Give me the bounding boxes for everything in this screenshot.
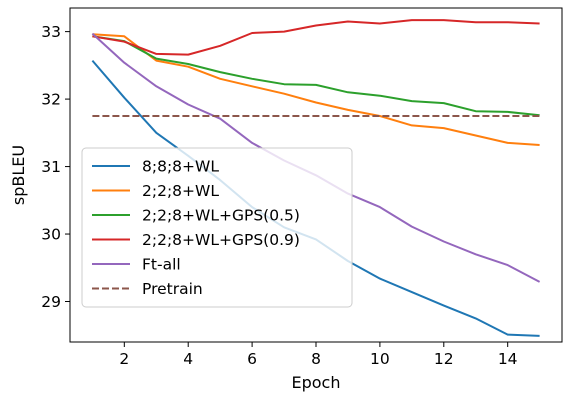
- y-tick-label: 30: [41, 226, 61, 244]
- legend-label-0: 8;8;8+WL: [142, 158, 219, 176]
- legend-label-1: 2;2;8+WL: [142, 182, 219, 200]
- legend-box: [81, 147, 353, 308]
- x-tick-label: 14: [498, 350, 518, 368]
- legend-label-5: Pretrain: [142, 280, 203, 298]
- legend-label-3: 2;2;8+WL+GPS(0.9): [142, 231, 300, 249]
- y-tick-label: 29: [41, 293, 61, 311]
- x-axis-ticks: 2 4 6 8 10 12 14: [119, 342, 518, 368]
- x-tick-label: 6: [247, 350, 257, 368]
- x-tick-label: 2: [119, 350, 129, 368]
- x-tick-label: 10: [370, 350, 390, 368]
- legend-label-4: Ft-all: [142, 256, 181, 274]
- series-line-1: [92, 33, 540, 146]
- legend-label-2: 2;2;8+WL+GPS(0.5): [142, 207, 300, 225]
- series-line-2: [92, 35, 540, 117]
- y-axis-label: spBLEU: [9, 145, 28, 205]
- x-tick-label: 12: [434, 350, 454, 368]
- legend: 8;8;8+WL 2;2;8+WL 2;2;8+WL+GPS(0.5) 2;2;8+W…: [81, 147, 353, 308]
- y-axis-ticks: 29 30 31 32 33: [41, 23, 70, 311]
- y-tick-label: 33: [41, 23, 61, 41]
- series-line-3: [92, 19, 540, 56]
- x-tick-label: 8: [311, 350, 321, 368]
- y-tick-label: 32: [41, 91, 61, 109]
- y-tick-label: 31: [41, 158, 61, 176]
- x-axis-label: Epoch: [292, 373, 341, 392]
- x-tick-label: 4: [183, 350, 193, 368]
